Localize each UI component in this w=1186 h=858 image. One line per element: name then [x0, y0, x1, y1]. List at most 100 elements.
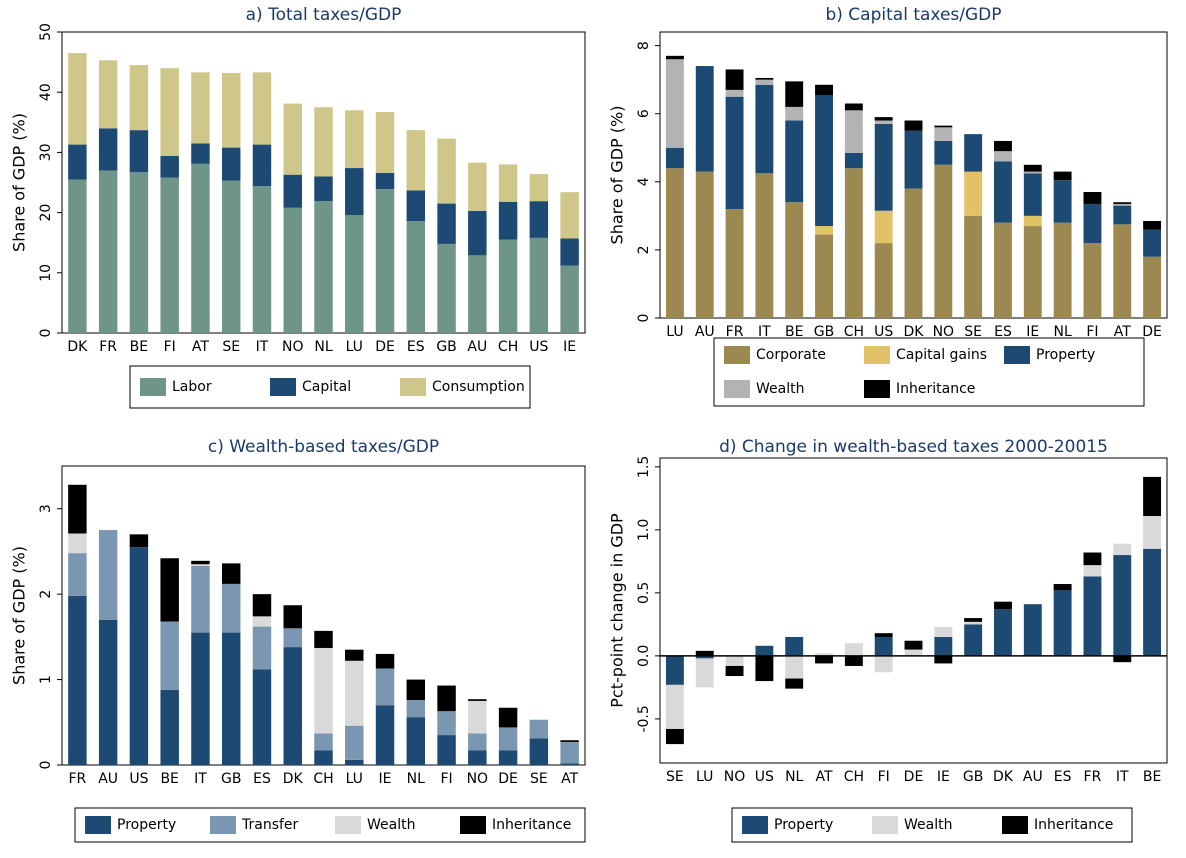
bar-segment [406, 221, 426, 333]
x-tick-label: LU [696, 769, 713, 785]
bar-segment [844, 103, 863, 111]
bar-segment [129, 547, 149, 765]
bar-segment [252, 616, 272, 627]
bar-segment [221, 180, 241, 333]
bar-segment [468, 733, 487, 751]
bar-segment [68, 179, 87, 333]
x-tick-label: GB [814, 324, 834, 340]
chart-title: c) Wealth-based taxes/GDP [208, 437, 439, 457]
bar-segment [498, 164, 518, 202]
y-tick-label: 0 [38, 761, 54, 770]
legend-swatch [140, 378, 166, 396]
x-tick-label: IE [563, 339, 576, 355]
x-tick-label: FR [68, 771, 86, 787]
chart-title: a) Total taxes/GDP [246, 5, 402, 25]
legend-label: Wealth [904, 817, 952, 833]
bar-segment [755, 77, 774, 80]
legend-box [731, 807, 1133, 843]
bar-segment [874, 243, 893, 318]
bar-segment [68, 53, 87, 145]
bar-segment [283, 647, 302, 765]
x-tick-label: LU [666, 324, 683, 340]
bar-segment [964, 171, 983, 216]
y-tick-label: 0 [636, 314, 652, 323]
x-tick-label: US [529, 339, 548, 355]
bar-segment [191, 564, 210, 566]
bar-segment [994, 140, 1012, 152]
x-tick-label: NO [724, 769, 746, 785]
bar-segment [665, 147, 684, 169]
bar-segment [874, 123, 893, 211]
bar-segment [904, 649, 923, 656]
x-tick-label: CH [844, 769, 864, 785]
y-tick-label: 1.0 [636, 519, 652, 541]
x-tick-label: ES [1054, 769, 1072, 785]
bar-segment [815, 653, 833, 656]
legend-swatch [85, 816, 111, 834]
x-tick-label: AU [467, 339, 487, 355]
bar-segment [964, 134, 983, 172]
bar-segment [934, 636, 953, 656]
bar-segment [314, 176, 333, 202]
bar-segment [695, 650, 714, 656]
bar-segment [437, 685, 456, 712]
x-tick-label: NL [314, 339, 332, 355]
x-tick-label: ES [994, 324, 1012, 340]
x-tick-label: IT [1116, 769, 1129, 785]
bar-segment [68, 484, 87, 534]
bar-segment [695, 658, 714, 688]
bar-segment [1023, 171, 1042, 174]
bar-segment [785, 106, 804, 121]
bar-segment [665, 55, 684, 60]
x-tick-label: GB [221, 771, 241, 787]
bar-segment [994, 161, 1012, 223]
bar-segment [1113, 224, 1132, 318]
bar-segment [98, 60, 118, 129]
x-tick-label: DK [904, 324, 925, 340]
y-tick-label: 0.5 [636, 582, 652, 604]
legend-label: Labor [172, 379, 212, 395]
bar-segment [98, 619, 118, 765]
y-axis-label: Share of GDP (%) [10, 113, 29, 252]
bar-segment [1113, 543, 1132, 556]
bar-segment [874, 210, 893, 244]
legend-label: Inheritance [896, 381, 975, 397]
bar-segment [874, 636, 893, 656]
legend-swatch [270, 378, 296, 396]
y-tick-label: 0 [38, 329, 54, 338]
bar-segment [468, 699, 487, 701]
bar-segment [1113, 205, 1132, 225]
bar-segment [1083, 203, 1102, 244]
y-axis-label: Share of GDP (%) [608, 106, 627, 245]
bar-segment [1113, 655, 1132, 663]
legend-swatch [460, 816, 486, 834]
bar-segment [1023, 604, 1042, 656]
bar-segment [468, 162, 487, 211]
bar-segment [375, 189, 395, 333]
bar-segment [815, 234, 833, 318]
bar-segment [695, 171, 714, 318]
x-tick-label: ES [253, 771, 271, 787]
bar-segment [283, 103, 302, 175]
x-tick-label: DE [375, 339, 395, 355]
x-tick-label: CH [313, 771, 333, 787]
bar-segment [815, 94, 833, 227]
bar-segment [755, 84, 774, 174]
bar-segment [498, 750, 518, 765]
bar-segment [283, 605, 302, 629]
x-tick-label: AU [695, 324, 715, 340]
y-tick-label: 2 [38, 590, 54, 599]
x-tick-label: IE [1026, 324, 1039, 340]
bar-segment [252, 144, 272, 187]
legend-label: Wealth [367, 817, 415, 833]
bar-segment [1023, 173, 1042, 216]
bar-segment [755, 79, 774, 85]
bar-segment [725, 69, 744, 90]
bar-segment [314, 201, 333, 333]
x-tick-label: FI [440, 771, 452, 787]
bar-segment [994, 151, 1012, 162]
bar-segment [129, 534, 149, 548]
bar-segment [725, 655, 744, 666]
legend-swatch [724, 346, 750, 364]
bar-segment [375, 653, 395, 669]
